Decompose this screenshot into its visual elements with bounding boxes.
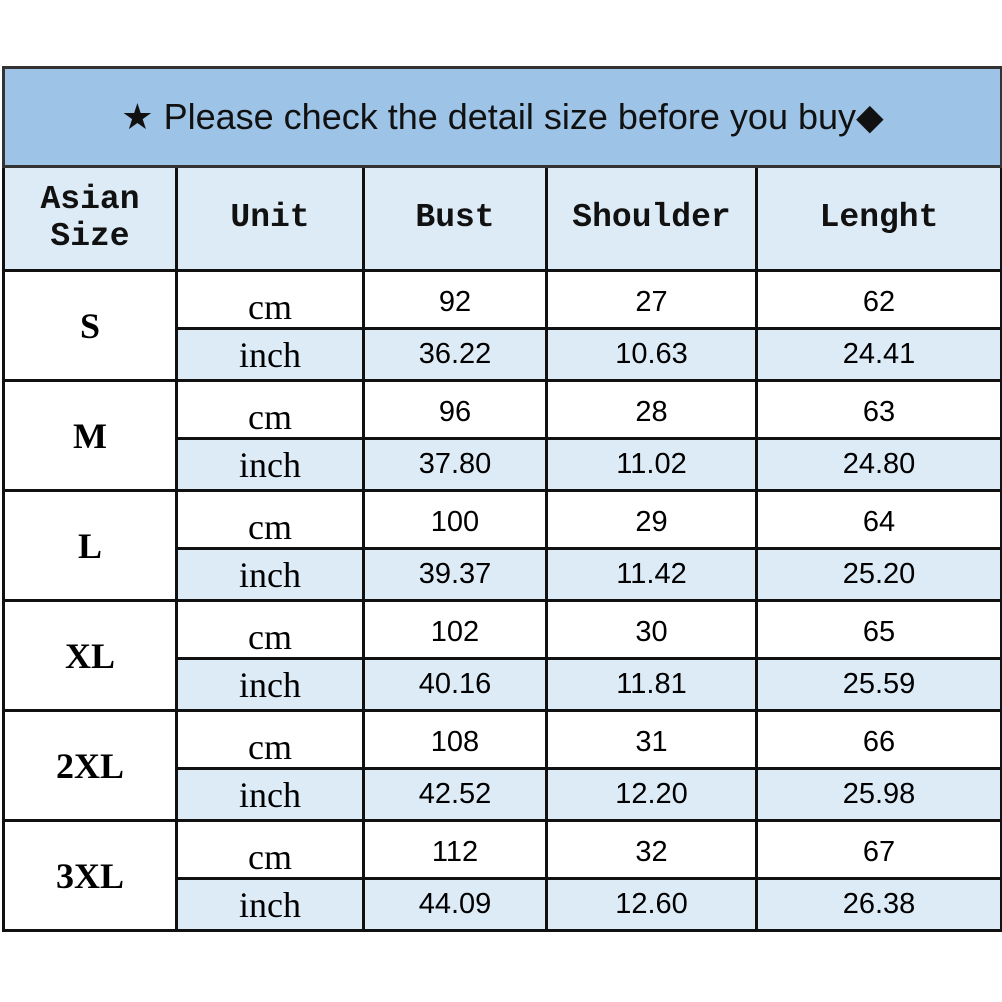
- unit-cell: inch: [175, 877, 365, 932]
- unit-cell: cm: [175, 819, 365, 880]
- unit-cell: inch: [175, 547, 365, 602]
- unit-cell: inch: [175, 657, 365, 712]
- unit-cell: cm: [175, 379, 365, 440]
- bust-cell: 37.80: [362, 437, 548, 492]
- header-size-line1: Asian: [40, 180, 140, 218]
- bust-cell: 42.52: [362, 767, 548, 822]
- header-asian-size: Asian Size: [2, 165, 178, 272]
- star-icon: ★: [121, 96, 154, 137]
- header-length: Lenght: [754, 165, 1002, 272]
- unit-cell: inch: [175, 767, 365, 822]
- shoulder-cell: 31: [545, 709, 758, 770]
- shoulder-cell: 11.42: [545, 547, 758, 602]
- length-cell: 67: [754, 819, 1002, 880]
- unit-cell: cm: [175, 709, 365, 770]
- length-cell: 26.38: [754, 877, 1002, 932]
- size-label: 2XL: [2, 709, 178, 822]
- shoulder-cell: 28: [545, 379, 758, 440]
- table-row-inch: inch 42.52 12.20 25.98: [4, 767, 1002, 822]
- table-row-inch: inch 44.09 12.60 26.38: [4, 877, 1002, 932]
- bust-cell: 44.09: [362, 877, 548, 932]
- shoulder-cell: 10.63: [545, 327, 758, 382]
- size-label: S: [2, 269, 178, 382]
- bust-cell: 39.37: [362, 547, 548, 602]
- banner-row: ★ Please check the detail size before yo…: [1, 66, 1002, 168]
- banner-text: Please check the detail size before you …: [163, 96, 857, 137]
- unit-cell: cm: [175, 489, 365, 550]
- bust-cell: 92: [362, 269, 548, 330]
- header-unit: Unit: [175, 165, 365, 272]
- length-cell: 24.41: [754, 327, 1002, 382]
- diamond-icon: ◆: [856, 96, 884, 137]
- bust-cell: 112: [362, 819, 548, 880]
- bust-cell: 100: [362, 489, 548, 550]
- bust-cell: 40.16: [362, 657, 548, 712]
- length-cell: 65: [754, 599, 1002, 660]
- shoulder-cell: 11.81: [545, 657, 758, 712]
- unit-cell: cm: [175, 599, 365, 660]
- header-shoulder: Shoulder: [545, 165, 758, 272]
- table-row-inch: inch 36.22 10.63 24.41: [4, 327, 1002, 382]
- shoulder-cell: 12.20: [545, 767, 758, 822]
- length-cell: 25.59: [754, 657, 1002, 712]
- shoulder-cell: 27: [545, 269, 758, 330]
- size-label: M: [2, 379, 178, 492]
- length-cell: 64: [754, 489, 1002, 550]
- size-notice-banner: ★ Please check the detail size before yo…: [1, 66, 1002, 168]
- table-row-inch: inch 37.80 11.02 24.80: [4, 437, 1002, 492]
- size-chart-table: ★ Please check the detail size before yo…: [1, 66, 1002, 932]
- bust-cell: 102: [362, 599, 548, 660]
- shoulder-cell: 32: [545, 819, 758, 880]
- length-cell: 25.98: [754, 767, 1002, 822]
- length-cell: 62: [754, 269, 1002, 330]
- shoulder-cell: 30: [545, 599, 758, 660]
- header-size-line2: Size: [50, 217, 130, 255]
- table-row-inch: inch 40.16 11.81 25.59: [4, 657, 1002, 712]
- shoulder-cell: 29: [545, 489, 758, 550]
- header-row: Asian Size Unit Bust Shoulder Lenght: [2, 165, 1002, 272]
- length-cell: 24.80: [754, 437, 1002, 492]
- header-bust: Bust: [362, 165, 548, 272]
- length-cell: 66: [754, 709, 1002, 770]
- shoulder-cell: 12.60: [545, 877, 758, 932]
- unit-cell: inch: [175, 437, 365, 492]
- length-cell: 25.20: [754, 547, 1002, 602]
- bust-cell: 36.22: [362, 327, 548, 382]
- size-label: 3XL: [2, 819, 178, 932]
- table-row-cm: 2XL cm 108 31 66: [2, 709, 1002, 822]
- table-row-cm: 3XL cm 112 32 67: [2, 819, 1002, 932]
- table-row-cm: XL cm 102 30 65: [2, 599, 1002, 712]
- size-label: L: [2, 489, 178, 602]
- shoulder-cell: 11.02: [545, 437, 758, 492]
- bust-cell: 108: [362, 709, 548, 770]
- unit-cell: inch: [175, 327, 365, 382]
- size-label: XL: [2, 599, 178, 712]
- unit-cell: cm: [175, 269, 365, 330]
- table-row-inch: inch 39.37 11.42 25.20: [4, 547, 1002, 602]
- bust-cell: 96: [362, 379, 548, 440]
- length-cell: 63: [754, 379, 1002, 440]
